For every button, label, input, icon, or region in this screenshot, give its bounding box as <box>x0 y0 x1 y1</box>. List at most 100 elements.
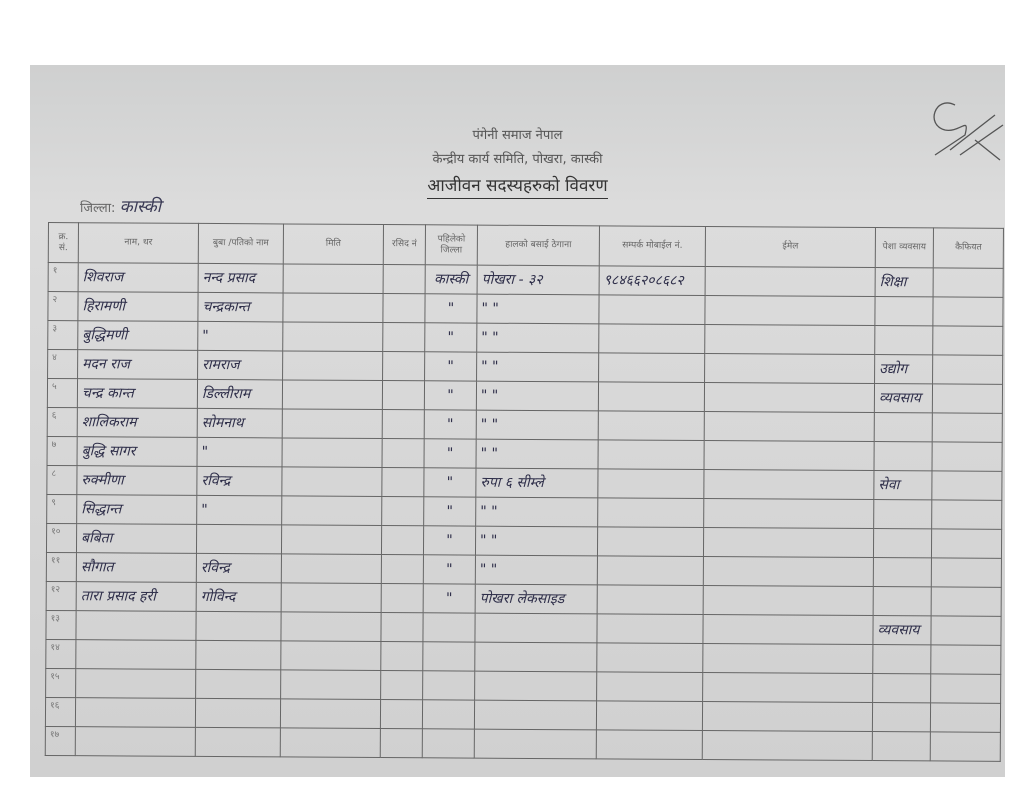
table-cell <box>474 700 597 730</box>
table-cell <box>381 525 424 555</box>
table-cell <box>195 698 281 728</box>
table-cell: व्यवसाय <box>872 615 932 645</box>
table-cell <box>382 409 425 439</box>
table-cell: ९८४६६२०८६८२ <box>599 265 706 296</box>
table-cell <box>597 555 704 586</box>
table-cell: रविन्द्र <box>196 553 282 583</box>
table-cell: बुद्धि सागर <box>77 436 198 467</box>
table-cell: कास्की <box>425 264 478 295</box>
members-table: क्र. सं. नाम, थर बुबा /पतिको नाम मिति रसिद न… <box>45 222 1004 762</box>
table-cell: २ <box>47 291 79 321</box>
table-cell <box>932 296 1004 327</box>
table-cell: ६ <box>47 407 78 437</box>
table-cell <box>931 557 1002 588</box>
table-cell <box>598 294 706 325</box>
table-cell <box>930 731 1001 762</box>
table-cell: शिक्षा <box>875 267 934 297</box>
table-cell <box>422 728 475 759</box>
table-cell <box>933 267 1004 298</box>
table-cell <box>474 613 598 643</box>
table-cell <box>598 352 705 383</box>
table-cell <box>282 379 383 410</box>
table-cell <box>597 526 704 557</box>
table-cell <box>380 641 423 671</box>
table-cell <box>474 729 597 759</box>
table-cell: " <box>424 438 477 469</box>
table-cell <box>283 263 384 294</box>
table-cell: ७ <box>47 436 78 466</box>
table-cell <box>195 669 281 699</box>
table-cell <box>874 325 933 355</box>
table-cell <box>281 582 382 613</box>
table-cell <box>931 470 1002 501</box>
table-cell: सिद्धान्त <box>76 494 197 525</box>
table-cell <box>195 640 281 670</box>
table-cell: १५ <box>45 668 76 698</box>
table-cell: १२ <box>46 581 77 611</box>
table-cell <box>280 727 381 758</box>
table-cell <box>704 324 875 355</box>
table-cell <box>281 495 382 526</box>
table-cell <box>196 524 282 554</box>
table-cell <box>931 441 1003 472</box>
table-cell <box>282 437 383 468</box>
table-cell: ३ <box>47 320 78 350</box>
table-cell <box>703 585 874 616</box>
column-header: ईमेल <box>705 226 876 268</box>
table-cell <box>704 382 875 413</box>
table-cell <box>873 528 932 558</box>
column-header: क्र. सं. <box>48 222 79 263</box>
table-cell <box>703 498 874 529</box>
table-cell <box>597 497 704 528</box>
table-cell <box>280 669 381 700</box>
table-cell <box>705 266 876 297</box>
table-cell <box>931 499 1002 530</box>
table-cell: " <box>197 321 283 351</box>
table-cell <box>282 350 383 381</box>
table-cell: रुपा ६ सीम्ले <box>475 468 599 498</box>
district-field: जिल्ला: कास्की <box>80 197 162 217</box>
table-cell <box>930 702 1001 733</box>
table-cell <box>382 322 425 352</box>
table-cell <box>282 408 383 439</box>
table-cell: १६ <box>45 697 76 727</box>
column-header: पेशा व्यवसाय <box>875 227 934 268</box>
table-cell <box>195 727 281 757</box>
table-cell <box>382 351 425 381</box>
table-cell <box>280 640 381 671</box>
table-cell <box>873 557 932 587</box>
table-cell <box>598 410 705 441</box>
table-cell <box>382 380 425 410</box>
table-cell <box>75 639 196 670</box>
table-cell <box>874 296 934 326</box>
table-cell: हिरामणी <box>77 291 199 322</box>
table-cell <box>422 699 475 730</box>
table-cell: १३ <box>45 610 77 640</box>
committee-name: केन्द्रीय कार्य समिति, पोखरा, कास्की <box>432 152 603 167</box>
table-cell: " <box>424 351 477 382</box>
table-cell: बबिता <box>76 523 197 554</box>
table-cell: ९ <box>46 494 77 524</box>
table-cell <box>280 698 381 729</box>
table-cell <box>703 556 874 587</box>
table-cell <box>703 527 874 558</box>
column-header: रसिद नं <box>383 224 426 265</box>
table-cell <box>872 644 931 674</box>
table-cell: डिल्लीराम <box>197 379 283 409</box>
table-cell: " <box>424 322 477 353</box>
table-cell <box>703 469 874 500</box>
table-cell: " <box>423 467 477 498</box>
column-header: बुबा /पतिको नाम <box>198 223 284 264</box>
table-cell <box>931 528 1002 559</box>
table-cell <box>195 611 282 641</box>
table-cell <box>873 499 932 529</box>
table-cell: " <box>424 380 477 411</box>
table-cell: रामराज <box>197 350 283 380</box>
table-cell <box>872 673 931 703</box>
table-cell <box>281 553 382 584</box>
table-cell <box>474 642 597 672</box>
table-cell: " " <box>476 294 600 324</box>
table-cell <box>422 670 475 701</box>
table-cell <box>281 524 382 555</box>
table-cell: पोखरा लेकसाइड <box>475 584 598 614</box>
